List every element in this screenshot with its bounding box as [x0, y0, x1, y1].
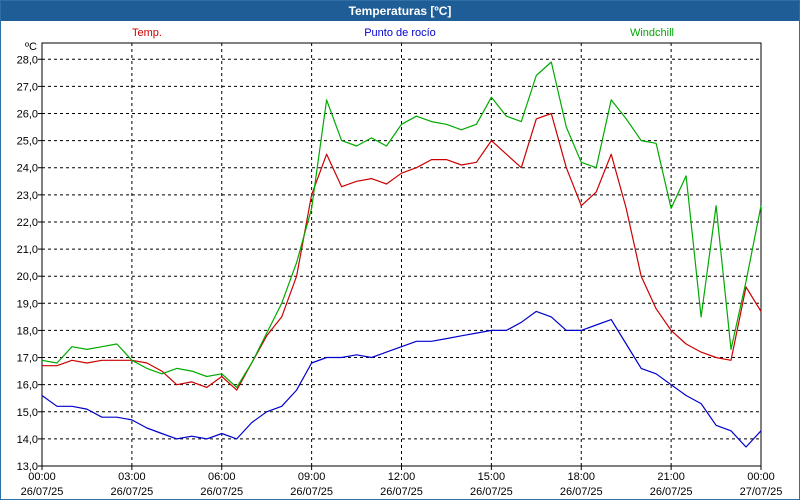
- x-tick-date: 26/07/25: [110, 486, 153, 498]
- y-tick-label: 28,0: [17, 54, 38, 66]
- legend-temp: Temp.: [132, 27, 162, 39]
- y-tick-label: 14,0: [17, 434, 38, 446]
- y-tick-label: 15,0: [17, 407, 38, 419]
- temperature-chart: 13,0 14,0 15,0 16,0 17,0 18,0 19,0 20,0 21,0 22,0…: [17, 27, 783, 498]
- x-tick-date: 26/07/25: [470, 486, 513, 498]
- x-tick-date: 26/07/25: [21, 486, 64, 498]
- series-line-1: [41, 310, 762, 448]
- x-tick-time: 00:00: [28, 471, 56, 483]
- y-tick-label: 24,0: [17, 163, 38, 175]
- x-tick-date: 26/07/25: [650, 486, 693, 498]
- y-tick-label: 25,0: [17, 136, 38, 148]
- legend-dew-point: Punto de rocío: [364, 27, 436, 39]
- y-tick-label: 17,0: [17, 353, 38, 365]
- x-tick-time: 06:00: [208, 471, 236, 483]
- x-tick-time: 15:00: [478, 471, 506, 483]
- y-tick-label: 19,0: [17, 298, 38, 310]
- x-tick-time: 18:00: [567, 471, 595, 483]
- x-tick-time: 12:00: [388, 471, 416, 483]
- y-tick-label: 16,0: [17, 380, 38, 392]
- x-tick-date: 26/07/25: [200, 486, 243, 498]
- x-tick-time: 00:00: [747, 471, 775, 483]
- window-title: Temperaturas [ºC]: [1, 1, 799, 21]
- legend-windchill: Windchill: [630, 27, 674, 39]
- series-line-0: [42, 112, 762, 391]
- x-tick-date: 26/07/25: [380, 486, 423, 498]
- x-tick-time: 09:00: [298, 471, 326, 483]
- y-tick-label: 23,0: [17, 190, 38, 202]
- y-tick-label: 13,0: [17, 461, 38, 473]
- x-tick-time: 21:00: [657, 471, 685, 483]
- series-line-2: [41, 61, 762, 388]
- y-tick-label: 26,0: [17, 109, 38, 121]
- series-lines: [41, 61, 762, 448]
- y-tick-label: 22,0: [17, 217, 38, 229]
- y-tick-label: 21,0: [17, 244, 38, 256]
- y-tick-label: 27,0: [17, 81, 38, 93]
- y-tick-label: 20,0: [17, 271, 38, 283]
- grid: [42, 43, 761, 467]
- y-tick-label: 18,0: [17, 325, 38, 337]
- y-axis: 13,0 14,0 15,0 16,0 17,0 18,0 19,0 20,0 21,0 22,0…: [17, 54, 42, 473]
- x-tick-date: 27/07/25: [740, 486, 783, 498]
- x-tick-time: 03:00: [118, 471, 146, 483]
- x-axis: 00:00 26/07/25 03:00 26/07/25 06:00 26/07/25 0…: [21, 466, 783, 498]
- y-axis-unit-label: ºC: [25, 41, 37, 53]
- x-tick-date: 26/07/25: [560, 486, 603, 498]
- x-tick-date: 26/07/25: [290, 486, 333, 498]
